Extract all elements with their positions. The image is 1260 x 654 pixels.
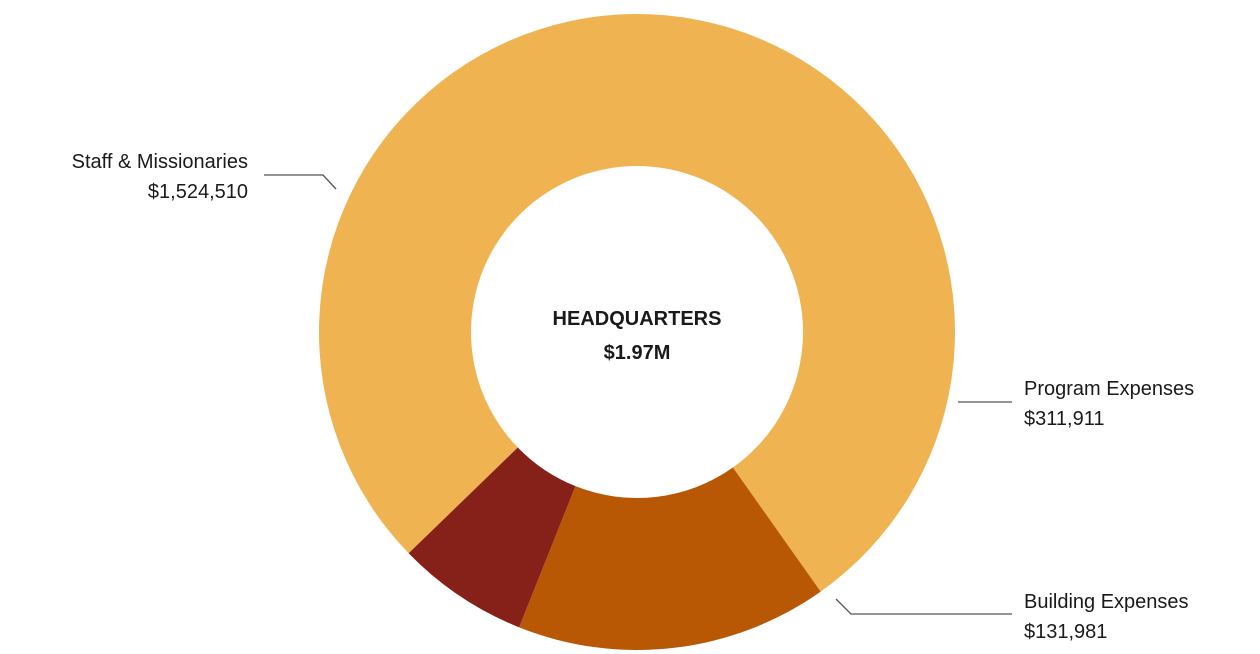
center-total: $1.97M (604, 342, 671, 364)
slice-value-building-expenses: $131,981 (1024, 621, 1107, 643)
slice-building-expenses (408, 447, 576, 628)
slice-label-building-expenses: Building Expenses (1024, 591, 1189, 613)
slice-label-program-expenses: Program Expenses (1024, 378, 1194, 400)
center-title: HEADQUARTERS (553, 308, 722, 330)
leader-line-staff-missionaries (264, 174, 337, 190)
slice-staff-missionaries (318, 13, 955, 592)
slice-value-staff-missionaries: $1,524,510 (148, 181, 248, 203)
slice-label-staff-missionaries: Staff & Missionaries (72, 151, 248, 173)
slice-value-program-expenses: $311,911 (1024, 408, 1104, 430)
leader-line-building-expenses (835, 598, 1012, 615)
donut-slices (318, 13, 955, 650)
slice-program-expenses (519, 467, 821, 650)
